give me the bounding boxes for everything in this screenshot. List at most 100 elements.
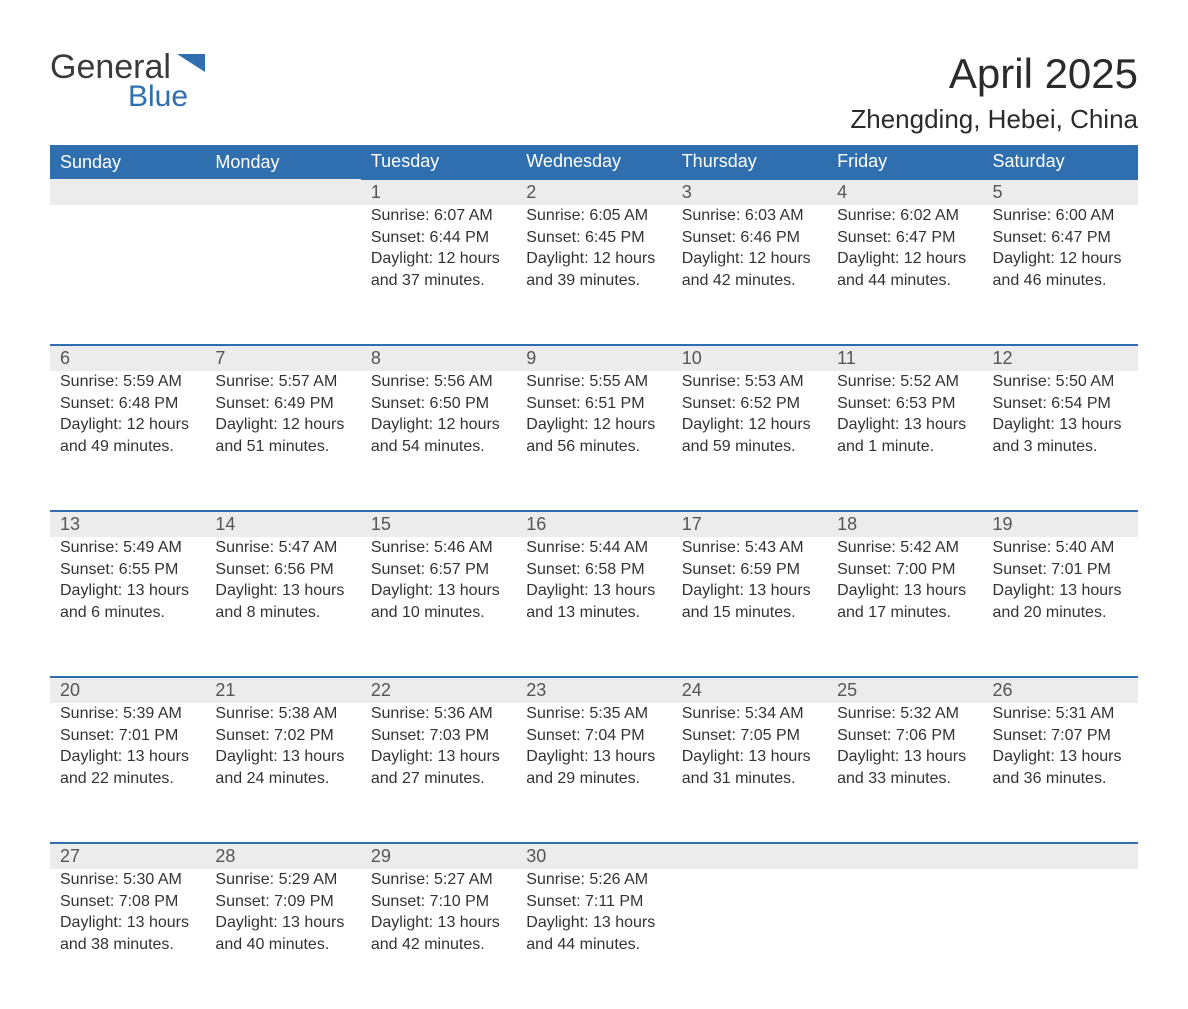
daylight-line-1: Daylight: 12 hours	[837, 248, 972, 270]
day-number-cell: 17	[672, 511, 827, 537]
sunrise-line: Sunrise: 6:07 AM	[371, 205, 506, 227]
day-number-cell: 6	[50, 345, 205, 371]
daylight-line-1: Daylight: 13 hours	[837, 580, 972, 602]
sunrise-line: Sunrise: 5:34 AM	[682, 703, 817, 725]
sunrise-line: Sunrise: 5:31 AM	[993, 703, 1128, 725]
sunrise-line: Sunrise: 5:53 AM	[682, 371, 817, 393]
sunrise-line: Sunrise: 5:50 AM	[993, 371, 1128, 393]
daylight-line-1: Daylight: 12 hours	[526, 414, 661, 436]
day-content-cell: Sunrise: 5:47 AMSunset: 6:56 PMDaylight:…	[205, 537, 360, 677]
daylight-line-1: Daylight: 13 hours	[215, 580, 350, 602]
day-content-cell: Sunrise: 5:43 AMSunset: 6:59 PMDaylight:…	[672, 537, 827, 677]
month-title: April 2025	[850, 50, 1138, 98]
day-number-cell: 16	[516, 511, 671, 537]
day-number-cell: 14	[205, 511, 360, 537]
day-content-cell: Sunrise: 5:53 AMSunset: 6:52 PMDaylight:…	[672, 371, 827, 511]
sunrise-line: Sunrise: 6:00 AM	[993, 205, 1128, 227]
sunrise-line: Sunrise: 5:30 AM	[60, 869, 195, 891]
sunset-line: Sunset: 6:55 PM	[60, 559, 195, 581]
day-content-cell: Sunrise: 5:44 AMSunset: 6:58 PMDaylight:…	[516, 537, 671, 677]
daylight-line-2: and 44 minutes.	[526, 934, 661, 956]
daylight-line-1: Daylight: 13 hours	[682, 580, 817, 602]
daylight-line-2: and 49 minutes.	[60, 436, 195, 458]
daylight-line-1: Daylight: 13 hours	[526, 580, 661, 602]
day-content-cell: Sunrise: 5:26 AMSunset: 7:11 PMDaylight:…	[516, 869, 671, 1009]
day-content-cell	[983, 869, 1138, 1009]
day-number-cell: 7	[205, 345, 360, 371]
daylight-line-1: Daylight: 13 hours	[215, 746, 350, 768]
daylight-line-2: and 36 minutes.	[993, 768, 1128, 790]
day-number-cell: 13	[50, 511, 205, 537]
weekday-header: Tuesday	[361, 145, 516, 179]
daylight-line-1: Daylight: 13 hours	[837, 746, 972, 768]
daylight-line-1: Daylight: 12 hours	[371, 248, 506, 270]
daylight-line-1: Daylight: 13 hours	[371, 746, 506, 768]
daylight-line-2: and 22 minutes.	[60, 768, 195, 790]
daynum-row: 13141516171819	[50, 511, 1138, 537]
daylight-line-2: and 20 minutes.	[993, 602, 1128, 624]
daynum-row: 6789101112	[50, 345, 1138, 371]
daynum-row: 27282930	[50, 843, 1138, 869]
weekday-header: Saturday	[983, 145, 1138, 179]
day-number-cell: 30	[516, 843, 671, 869]
daylight-line-2: and 33 minutes.	[837, 768, 972, 790]
title-block: April 2025 Zhengding, Hebei, China	[850, 50, 1138, 135]
sunrise-line: Sunrise: 5:47 AM	[215, 537, 350, 559]
day-number-cell: 28	[205, 843, 360, 869]
daylight-line-1: Daylight: 12 hours	[60, 414, 195, 436]
day-content-cell: Sunrise: 6:02 AMSunset: 6:47 PMDaylight:…	[827, 205, 982, 345]
sunrise-line: Sunrise: 6:05 AM	[526, 205, 661, 227]
day-content-cell: Sunrise: 5:59 AMSunset: 6:48 PMDaylight:…	[50, 371, 205, 511]
day-number-cell	[983, 843, 1138, 869]
sunrise-line: Sunrise: 5:27 AM	[371, 869, 506, 891]
daynum-row: 20212223242526	[50, 677, 1138, 703]
logo-flag-icon	[177, 50, 207, 79]
sunset-line: Sunset: 7:01 PM	[993, 559, 1128, 581]
day-content-cell: Sunrise: 5:46 AMSunset: 6:57 PMDaylight:…	[361, 537, 516, 677]
header: General Blue April 2025 Zhengding, Hebei…	[50, 50, 1138, 135]
daylight-line-1: Daylight: 13 hours	[526, 746, 661, 768]
daylight-line-2: and 3 minutes.	[993, 436, 1128, 458]
weekday-header: Wednesday	[516, 145, 671, 179]
day-number-cell: 22	[361, 677, 516, 703]
daylight-line-1: Daylight: 13 hours	[60, 912, 195, 934]
sunrise-line: Sunrise: 5:35 AM	[526, 703, 661, 725]
day-content-cell	[205, 205, 360, 345]
day-content-cell: Sunrise: 5:56 AMSunset: 6:50 PMDaylight:…	[361, 371, 516, 511]
logo: General Blue	[50, 50, 207, 114]
sunrise-line: Sunrise: 5:40 AM	[993, 537, 1128, 559]
sunrise-line: Sunrise: 6:03 AM	[682, 205, 817, 227]
sunrise-line: Sunrise: 5:56 AM	[371, 371, 506, 393]
daylight-line-2: and 44 minutes.	[837, 270, 972, 292]
day-number-cell: 10	[672, 345, 827, 371]
sunset-line: Sunset: 6:44 PM	[371, 227, 506, 249]
daylight-line-1: Daylight: 12 hours	[682, 248, 817, 270]
day-content-cell	[50, 205, 205, 345]
daylight-line-2: and 29 minutes.	[526, 768, 661, 790]
location-label: Zhengding, Hebei, China	[850, 104, 1138, 135]
daynum-row: 12345	[50, 179, 1138, 205]
daylight-line-2: and 6 minutes.	[60, 602, 195, 624]
day-content-cell: Sunrise: 5:39 AMSunset: 7:01 PMDaylight:…	[50, 703, 205, 843]
sunset-line: Sunset: 6:54 PM	[993, 393, 1128, 415]
week-row: Sunrise: 5:30 AMSunset: 7:08 PMDaylight:…	[50, 869, 1138, 1009]
weekday-header-row: Sunday Monday Tuesday Wednesday Thursday…	[50, 145, 1138, 179]
day-content-cell: Sunrise: 5:38 AMSunset: 7:02 PMDaylight:…	[205, 703, 360, 843]
sunset-line: Sunset: 7:04 PM	[526, 725, 661, 747]
sunset-line: Sunset: 6:53 PM	[837, 393, 972, 415]
daylight-line-2: and 13 minutes.	[526, 602, 661, 624]
sunset-line: Sunset: 6:47 PM	[837, 227, 972, 249]
daylight-line-1: Daylight: 13 hours	[682, 746, 817, 768]
sunset-line: Sunset: 6:48 PM	[60, 393, 195, 415]
sunrise-line: Sunrise: 5:57 AM	[215, 371, 350, 393]
sunrise-line: Sunrise: 5:29 AM	[215, 869, 350, 891]
daylight-line-1: Daylight: 13 hours	[60, 746, 195, 768]
daylight-line-1: Daylight: 13 hours	[526, 912, 661, 934]
daylight-line-1: Daylight: 13 hours	[215, 912, 350, 934]
day-number-cell	[672, 843, 827, 869]
sunrise-line: Sunrise: 5:42 AM	[837, 537, 972, 559]
day-content-cell: Sunrise: 5:29 AMSunset: 7:09 PMDaylight:…	[205, 869, 360, 1009]
day-number-cell: 29	[361, 843, 516, 869]
day-content-cell: Sunrise: 5:35 AMSunset: 7:04 PMDaylight:…	[516, 703, 671, 843]
day-content-cell: Sunrise: 5:57 AMSunset: 6:49 PMDaylight:…	[205, 371, 360, 511]
